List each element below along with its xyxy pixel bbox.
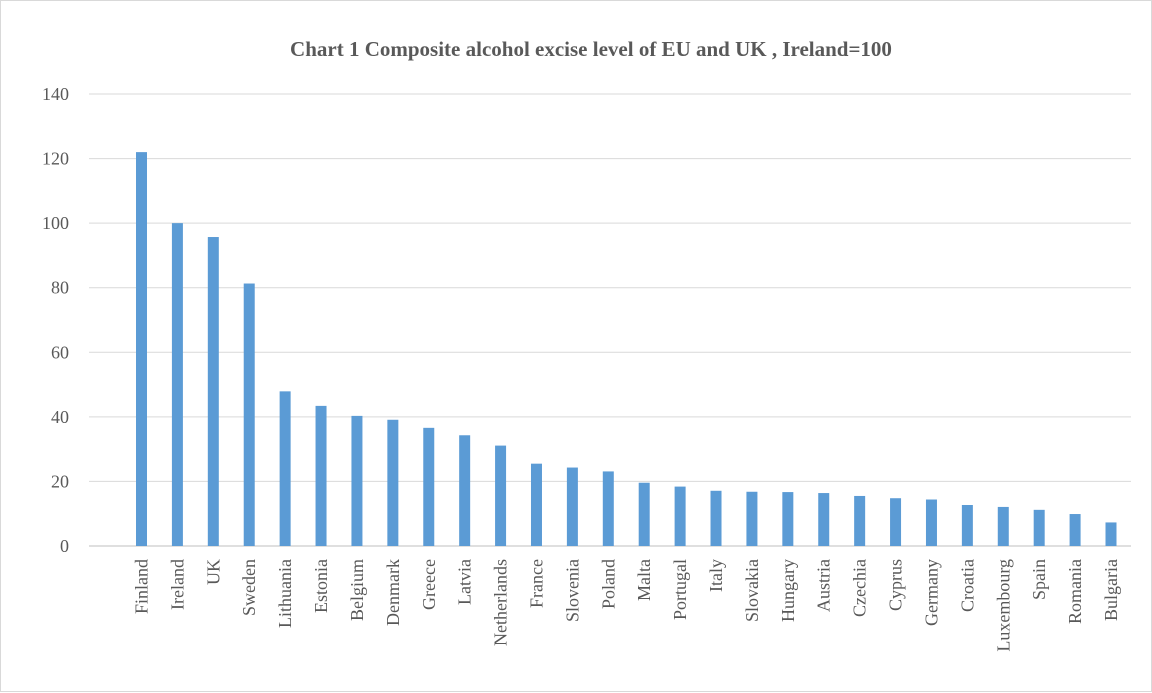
bar-slovakia <box>746 491 758 546</box>
x-tick-label: Czechia <box>850 559 870 617</box>
x-tick-label: Portugal <box>670 559 690 620</box>
y-tick-label: 20 <box>51 471 69 491</box>
bar-bulgaria <box>1105 522 1117 546</box>
x-tick-label: Estonia <box>311 559 331 613</box>
bar-cyprus <box>890 498 902 546</box>
x-tick-label: Denmark <box>383 559 403 626</box>
x-tick-label: Italy <box>706 559 726 592</box>
bar-estonia <box>315 405 327 546</box>
bar-belgium <box>351 415 363 546</box>
x-tick-label: Croatia <box>957 559 977 612</box>
x-tick-label: Lithuania <box>275 559 295 628</box>
x-tick-label: Belgium <box>347 559 367 621</box>
x-tick-label: France <box>526 559 546 608</box>
x-tick-label: Poland <box>598 559 618 609</box>
x-axis-ticks: Finland Ireland UK Sweden Lithuania Estonia Be… <box>132 559 1122 652</box>
bar-poland <box>602 471 614 546</box>
x-tick-label: Greece <box>419 559 439 610</box>
bar-finland <box>136 152 147 546</box>
bar-hungary <box>782 492 794 546</box>
bar-netherlands <box>495 445 507 546</box>
bar-spain <box>1033 509 1045 546</box>
x-tick-label: Austria <box>814 559 834 612</box>
x-tick-label: Latvia <box>455 559 475 605</box>
bar-croatia <box>961 504 973 546</box>
bar-lithuania <box>279 391 291 546</box>
x-tick-label: Germany <box>921 559 941 626</box>
y-tick-label: 140 <box>42 84 69 104</box>
bar-malta <box>638 482 650 546</box>
x-tick-label: Bulgaria <box>1101 559 1121 621</box>
x-tick-label: Finland <box>132 559 152 614</box>
x-tick-label: Sweden <box>239 559 259 616</box>
bar-romania <box>1069 514 1081 546</box>
x-tick-label: Slovakia <box>742 559 762 622</box>
bar-uk <box>207 237 219 547</box>
bar-italy <box>710 490 722 546</box>
y-tick-label: 40 <box>51 407 69 427</box>
bar-austria <box>818 493 830 546</box>
y-tick-label: 80 <box>51 278 69 298</box>
x-tick-label: UK <box>203 559 223 585</box>
chart-title: Chart 1 Composite alcohol excise level o… <box>290 37 892 61</box>
y-tick-label: 100 <box>42 213 69 233</box>
bar-denmark <box>387 419 399 546</box>
bar-france <box>530 463 542 546</box>
bar-sweden <box>243 283 255 546</box>
y-tick-label: 0 <box>60 536 69 556</box>
gridlines <box>89 93 1131 547</box>
bar-greece <box>423 427 435 546</box>
x-tick-label: Ireland <box>167 559 187 610</box>
bar-czechia <box>854 495 866 546</box>
x-tick-label: Slovenia <box>562 559 582 622</box>
x-tick-label: Luxembourg <box>993 559 1013 652</box>
bar-latvia <box>459 435 471 546</box>
bar-luxembourg <box>997 506 1009 546</box>
bars <box>136 152 1117 547</box>
x-tick-label: Hungary <box>778 559 798 622</box>
x-tick-label: Romania <box>1065 559 1085 624</box>
bar-slovenia <box>566 467 578 546</box>
x-tick-label: Spain <box>1029 559 1049 600</box>
y-tick-label: 120 <box>42 149 69 169</box>
bar-ireland <box>171 223 183 546</box>
x-tick-label: Malta <box>634 559 654 601</box>
bar-germany <box>925 499 937 546</box>
x-tick-label: Cyprus <box>886 559 906 611</box>
y-tick-label: 60 <box>51 342 69 362</box>
x-tick-label: Netherlands <box>491 559 511 646</box>
y-axis-ticks: 0 20 40 60 80 100 120 140 <box>42 84 69 556</box>
bar-portugal <box>674 486 686 546</box>
